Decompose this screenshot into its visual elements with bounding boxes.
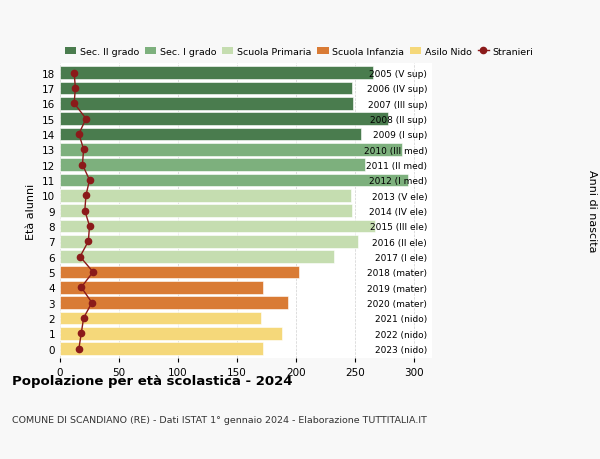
Legend: Sec. II grado, Sec. I grado, Scuola Primaria, Scuola Infanzia, Asilo Nido, Stran: Sec. II grado, Sec. I grado, Scuola Prim… [65, 47, 533, 56]
Bar [60, 113, 388, 126]
Bar [60, 83, 352, 95]
Bar [60, 297, 288, 309]
Bar [60, 266, 299, 279]
Bar [60, 342, 263, 355]
Y-axis label: Età alunni: Età alunni [26, 183, 37, 239]
Text: COMUNE DI SCANDIANO (RE) - Dati ISTAT 1° gennaio 2024 - Elaborazione TUTTITALIA.: COMUNE DI SCANDIANO (RE) - Dati ISTAT 1°… [12, 415, 427, 425]
Bar [60, 190, 350, 202]
Bar [60, 174, 409, 187]
Bar [60, 327, 282, 340]
Bar [60, 312, 261, 325]
Bar [60, 98, 353, 110]
Bar [60, 281, 263, 294]
Bar [60, 129, 361, 141]
Bar [60, 220, 376, 233]
Bar [60, 205, 352, 218]
Text: Anni di nascita: Anni di nascita [587, 170, 597, 252]
Bar [60, 251, 334, 263]
Bar [60, 144, 403, 156]
Bar [60, 67, 373, 80]
Bar [60, 159, 365, 172]
Text: Popolazione per età scolastica - 2024: Popolazione per età scolastica - 2024 [12, 374, 293, 387]
Bar [60, 235, 358, 248]
